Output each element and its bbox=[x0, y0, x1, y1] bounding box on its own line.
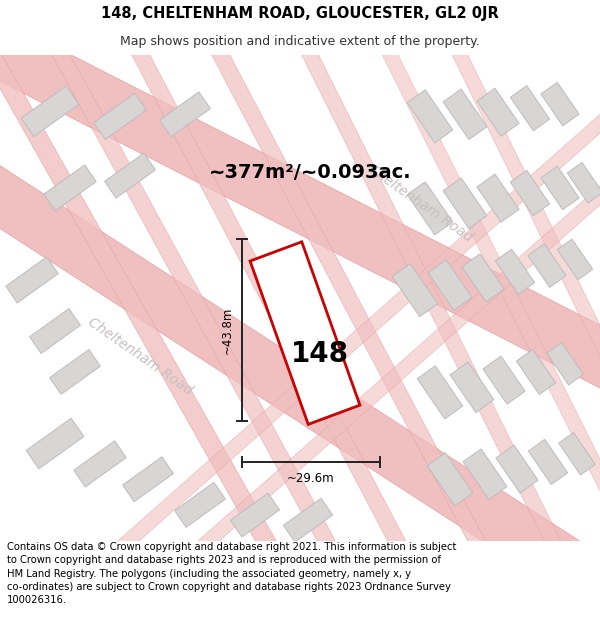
Polygon shape bbox=[43, 31, 347, 570]
Text: Cheltenham Road: Cheltenham Road bbox=[85, 315, 195, 398]
Polygon shape bbox=[477, 174, 519, 222]
Polygon shape bbox=[374, 31, 600, 518]
Polygon shape bbox=[427, 452, 473, 506]
Polygon shape bbox=[50, 349, 100, 394]
Text: ~43.8m: ~43.8m bbox=[221, 306, 233, 354]
Text: Cheltenham Road: Cheltenham Road bbox=[365, 162, 475, 244]
Polygon shape bbox=[547, 342, 583, 385]
Polygon shape bbox=[529, 439, 568, 484]
Polygon shape bbox=[463, 449, 507, 499]
Polygon shape bbox=[104, 153, 155, 198]
Polygon shape bbox=[175, 482, 226, 528]
Polygon shape bbox=[44, 165, 96, 211]
Text: 148: 148 bbox=[291, 339, 349, 367]
Polygon shape bbox=[21, 86, 79, 137]
Polygon shape bbox=[428, 260, 472, 311]
Polygon shape bbox=[6, 257, 58, 303]
Text: Contains OS data © Crown copyright and database right 2021. This information is : Contains OS data © Crown copyright and d… bbox=[7, 542, 457, 605]
Polygon shape bbox=[407, 90, 453, 143]
Polygon shape bbox=[392, 264, 438, 317]
Polygon shape bbox=[407, 182, 453, 235]
Polygon shape bbox=[450, 362, 494, 413]
Polygon shape bbox=[559, 432, 595, 475]
Polygon shape bbox=[26, 418, 84, 469]
Text: 148, CHELTENHAM ROAD, GLOUCESTER, GL2 0JR: 148, CHELTENHAM ROAD, GLOUCESTER, GL2 0J… bbox=[101, 6, 499, 21]
Polygon shape bbox=[0, 155, 584, 589]
Polygon shape bbox=[122, 457, 173, 502]
Polygon shape bbox=[283, 498, 332, 542]
Polygon shape bbox=[444, 31, 600, 467]
Polygon shape bbox=[483, 356, 525, 404]
Polygon shape bbox=[417, 366, 463, 419]
Polygon shape bbox=[443, 178, 487, 229]
Text: ~377m²/~0.093ac.: ~377m²/~0.093ac. bbox=[209, 163, 412, 182]
Polygon shape bbox=[0, 30, 288, 571]
Polygon shape bbox=[293, 31, 566, 559]
Polygon shape bbox=[250, 242, 360, 424]
Polygon shape bbox=[477, 88, 519, 136]
Polygon shape bbox=[29, 309, 80, 354]
Polygon shape bbox=[95, 101, 600, 572]
Polygon shape bbox=[541, 82, 579, 126]
Polygon shape bbox=[123, 31, 417, 570]
Polygon shape bbox=[175, 173, 600, 572]
Polygon shape bbox=[74, 441, 126, 487]
Polygon shape bbox=[160, 92, 211, 137]
Polygon shape bbox=[443, 89, 487, 139]
Polygon shape bbox=[496, 249, 535, 294]
Text: Map shows position and indicative extent of the property.: Map shows position and indicative extent… bbox=[120, 35, 480, 48]
Polygon shape bbox=[511, 86, 550, 131]
Polygon shape bbox=[462, 254, 504, 302]
Polygon shape bbox=[203, 31, 497, 570]
Polygon shape bbox=[230, 493, 280, 537]
Polygon shape bbox=[94, 93, 146, 139]
Polygon shape bbox=[517, 349, 556, 394]
Polygon shape bbox=[541, 166, 579, 209]
Polygon shape bbox=[496, 445, 538, 493]
Text: ~29.6m: ~29.6m bbox=[287, 472, 335, 485]
Polygon shape bbox=[511, 171, 550, 216]
Polygon shape bbox=[528, 244, 566, 288]
Polygon shape bbox=[568, 162, 600, 203]
Polygon shape bbox=[0, 9, 600, 408]
Polygon shape bbox=[557, 239, 593, 280]
